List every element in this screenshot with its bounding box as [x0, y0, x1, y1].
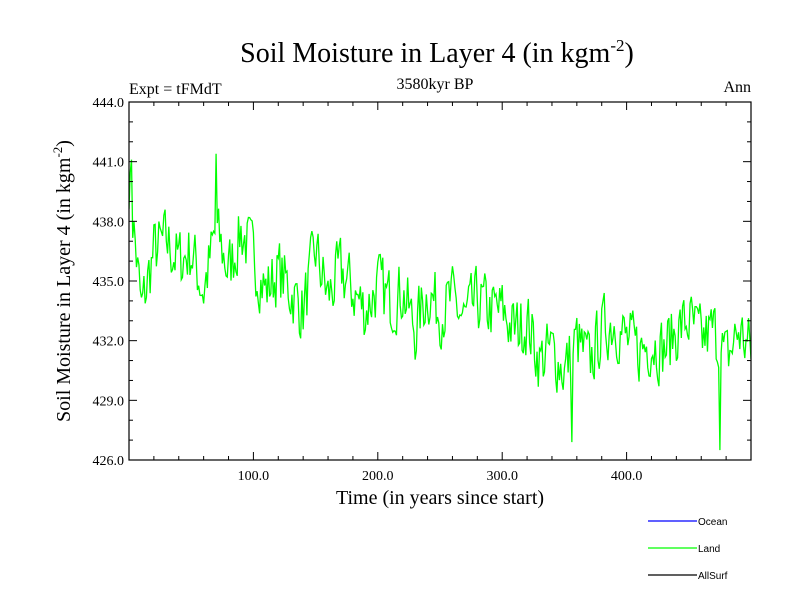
- series-line-land: [129, 153, 751, 451]
- plot-area: 426.0 429.0 432.0 435.0 438.0 441.0 444.0 100.0…: [93, 96, 752, 484]
- x-tick-label: 300.0: [486, 469, 518, 484]
- y-tick-label: 432.0: [93, 335, 125, 350]
- plot-frame: [128, 101, 752, 461]
- experiment-label: Expt = tFMdT: [129, 81, 222, 98]
- y-tick-label: 429.0: [93, 394, 125, 409]
- legend-label: AllSurf: [698, 571, 728, 582]
- y-tick-label: 438.0: [93, 215, 125, 230]
- season-label: Ann: [723, 79, 751, 96]
- y-axis-label: Soil Moisture in Layer 4 (in kgm-2): [50, 140, 75, 422]
- y-tick-label: 441.0: [93, 156, 125, 171]
- legend-label: Ocean: [698, 517, 727, 528]
- legend-label: Land: [698, 544, 720, 555]
- chart-title: Soil Moisture in Layer 4 (in kgm-2): [240, 36, 634, 69]
- y-tick-label: 435.0: [93, 275, 125, 290]
- x-tick-label: 400.0: [611, 469, 643, 484]
- x-tick-label: 100.0: [238, 469, 270, 484]
- y-tick-label: 444.0: [93, 96, 125, 111]
- x-axis-label: Time (in years since start): [336, 487, 544, 509]
- chart-subtitle: 3580kyr BP: [397, 76, 474, 93]
- x-tick-label: 200.0: [362, 469, 394, 484]
- legend: Ocean Land AllSurf: [648, 517, 728, 582]
- y-tick-label: 426.0: [93, 454, 125, 469]
